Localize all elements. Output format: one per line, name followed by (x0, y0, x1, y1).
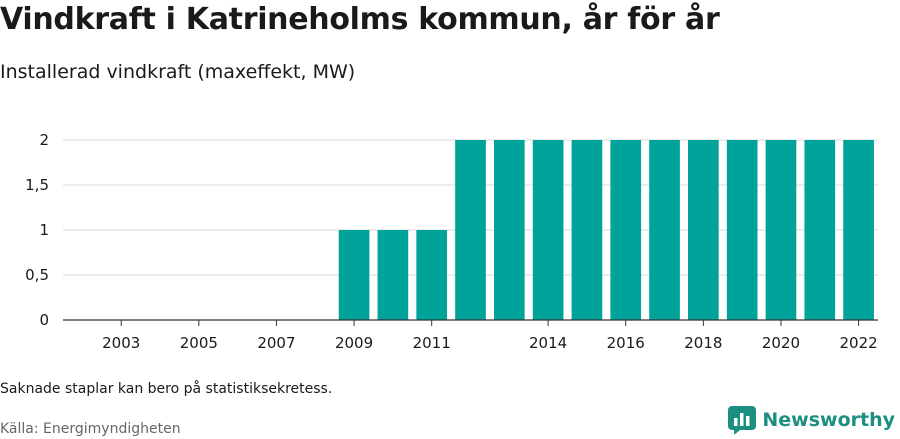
brand-name: Newsworthy (762, 409, 895, 431)
x-tick-label: 2005 (180, 334, 218, 352)
x-tick-label: 2016 (607, 334, 645, 352)
x-tick-label: 2009 (335, 334, 373, 352)
bar-chart: 0 0,5 1 1,5 2 2003 2005 2007 2009 2011 2014 2016 20… (25, 131, 878, 352)
y-tick-label: 1,5 (25, 176, 49, 194)
footnote: Saknade staplar kan bero på statistiksek… (0, 381, 333, 397)
newsworthy-logo-icon (728, 406, 757, 434)
bar-2012[interactable] (455, 140, 486, 320)
bar-2019[interactable] (726, 140, 758, 320)
bar-2013[interactable] (493, 140, 525, 320)
bar-2015[interactable] (571, 140, 603, 320)
x-tick-label: 2018 (684, 334, 722, 352)
bar-2022[interactable] (843, 140, 874, 320)
y-tick-label: 0 (39, 311, 49, 329)
x-tick-label: 2007 (257, 334, 295, 352)
bar-2020[interactable] (765, 140, 797, 320)
x-tick-label: 2014 (529, 334, 567, 352)
bar-2010[interactable] (377, 230, 409, 320)
newsworthy-brand[interactable]: Newsworthy (728, 406, 895, 434)
source-label: Källa: Energimyndigheten (0, 421, 181, 437)
chart-subtitle: Installerad vindkraft (maxeffekt, MW) (0, 61, 356, 83)
bar-2018[interactable] (688, 140, 719, 320)
y-tick-label: 0,5 (25, 266, 49, 284)
bar-2016[interactable] (610, 140, 642, 320)
x-tick-label: 2022 (840, 334, 878, 352)
y-tick-label: 1 (39, 221, 49, 239)
chart-title: Vindkraft i Katrineholms kommun, år för … (0, 2, 720, 37)
bar-2017[interactable] (649, 140, 680, 320)
bar-2021[interactable] (804, 140, 836, 320)
x-tick-label: 2011 (413, 334, 451, 352)
x-tick-label: 2003 (102, 334, 140, 352)
y-tick-label: 2 (39, 131, 49, 149)
bar-2011[interactable] (416, 230, 448, 320)
x-tick-label: 2020 (762, 334, 800, 352)
bar-2014[interactable] (532, 140, 564, 320)
bar-2009[interactable] (338, 230, 370, 320)
